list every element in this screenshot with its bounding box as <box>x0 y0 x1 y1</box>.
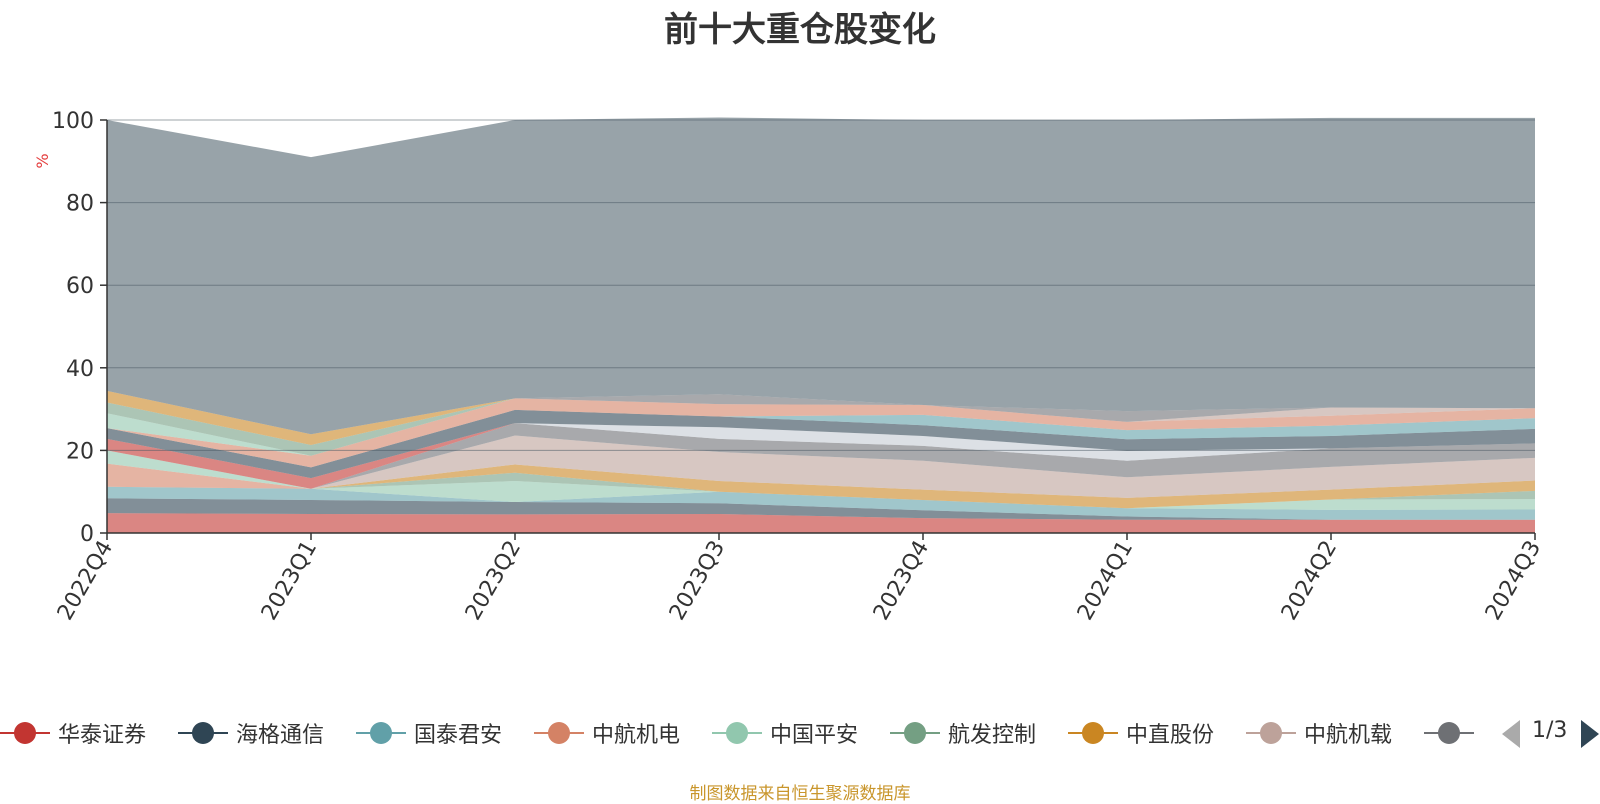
data-source-note: 制图数据来自恒生聚源数据库 <box>689 784 911 804</box>
x-tick-label: 2024Q1 <box>1073 537 1138 625</box>
grid-lines <box>107 119 1535 451</box>
x-tick-label: 2022Q4 <box>53 537 118 625</box>
area-series-6 <box>107 450 1535 509</box>
legend-item[interactable]: 中航沈飞 <box>1424 713 1484 753</box>
legend-marker-icon <box>890 722 940 744</box>
legend-marker-icon <box>1246 722 1296 744</box>
area-series-19 <box>107 390 1535 435</box>
area-series-16 <box>107 398 1535 456</box>
legend: 华泰证券 海格通信 国泰君安 中航机电 中国平安 航发控制 中直股份 中航机载 中航沈飞 <box>0 713 1600 753</box>
legend-marker-icon <box>712 722 762 744</box>
y-tick-label: 60 <box>66 274 94 299</box>
y-tick-label: 20 <box>66 439 94 464</box>
area-series-14 <box>107 398 1535 468</box>
legend-label: 华泰证券 <box>58 723 147 748</box>
y-tick-label: 40 <box>66 357 94 382</box>
area-series-0 <box>107 513 1535 533</box>
legend-item[interactable]: 中直股份 <box>1068 713 1214 753</box>
legend-marker-icon <box>0 722 50 744</box>
x-tick-label: 2024Q3 <box>1481 537 1546 625</box>
area-series-11 <box>107 423 1535 489</box>
legend-label: 中航机电 <box>592 723 681 748</box>
legend-item[interactable]: 航发控制 <box>890 713 1036 753</box>
chart-plot: 0 20 40 60 80 100% 2022Q4 2023Q1 2023Q2 2023Q3 202… <box>33 109 1546 625</box>
area-series-7 <box>107 435 1535 498</box>
x-tick-label: 2023Q1 <box>257 537 322 625</box>
legend-marker-icon <box>178 722 228 744</box>
area-series-20 <box>107 117 1535 435</box>
legend-prev-icon[interactable] <box>1500 718 1524 750</box>
legend-item[interactable]: 中航机电 <box>534 713 680 753</box>
legend-item[interactable]: 中航机载 <box>1246 713 1392 753</box>
legend-label: 中国平安 <box>770 723 859 748</box>
legend-marker-icon <box>1424 722 1474 744</box>
y-tick-label: 0 <box>80 522 94 547</box>
y-axis-unit: % <box>33 153 52 168</box>
area-series-2 <box>107 486 1535 520</box>
legend-item[interactable]: 国泰君安 <box>356 713 502 753</box>
legend-marker-icon <box>356 722 406 744</box>
legend-label: 国泰君安 <box>414 723 503 748</box>
x-tick-label: 2024Q2 <box>1277 537 1342 625</box>
chart-title: 前十大重仓股变化 <box>664 10 936 50</box>
legend-item[interactable]: 华泰证券 <box>0 713 146 753</box>
legend-label: 中航沈飞 <box>1482 717 1484 749</box>
legend-label: 海格通信 <box>236 723 325 748</box>
legend-page-indicator: 1/3 <box>1532 718 1568 743</box>
y-tick-label: 100 <box>52 109 94 134</box>
legend-label: 中航机载 <box>1304 723 1393 748</box>
legend-next-icon[interactable] <box>1579 718 1599 750</box>
legend-marker-icon <box>1068 722 1118 744</box>
x-tick-label: 2023Q2 <box>461 537 526 625</box>
area-series-1 <box>107 498 1535 520</box>
legend-label: 中直股份 <box>1126 723 1215 748</box>
legend-marker-icon <box>534 722 584 744</box>
legend-item[interactable]: 海格通信 <box>178 713 324 753</box>
area-series-12 <box>107 409 1535 479</box>
legend-label: 航发控制 <box>948 723 1037 748</box>
stacked-areas <box>107 117 1535 533</box>
x-tick-label: 2023Q3 <box>665 537 730 625</box>
y-tick-label: 80 <box>66 192 94 217</box>
area-series-10 <box>107 423 1535 489</box>
legend-item[interactable]: 中国平安 <box>712 713 858 753</box>
legend-items: 华泰证券 海格通信 国泰君安 中航机电 中国平安 航发控制 中直股份 中航机载 中航沈飞 <box>0 713 1484 753</box>
x-tick-label: 2023Q4 <box>869 537 934 625</box>
area-series-4 <box>107 450 1535 510</box>
